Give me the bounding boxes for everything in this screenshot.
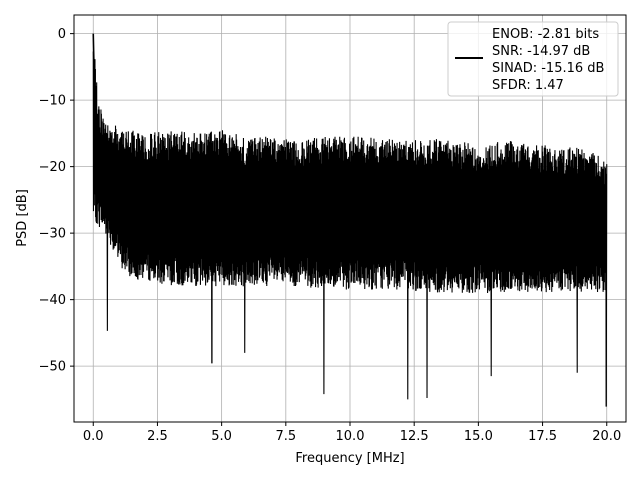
x-tick-label: 7.5 <box>275 429 296 444</box>
y-axis-label: PSD [dB] <box>15 189 30 247</box>
x-tick-label: 20.0 <box>592 429 621 444</box>
x-axis-label: Frequency [MHz] <box>295 451 404 466</box>
legend-box <box>447 21 619 97</box>
legend-sinad: SINAD: -15.16 dB <box>492 61 604 76</box>
legend-enob: ENOB: -2.81 bits <box>492 27 599 42</box>
legend-sfdr: SFDR: 1.47 <box>492 78 564 93</box>
x-tick-label: 2.5 <box>147 429 168 444</box>
y-tick-label: −50 <box>39 360 66 375</box>
psd-noise-line <box>92 51 608 407</box>
x-axis-ticks: 0.0 2.5 5.0 7.5 10.0 12.5 15.0 17.5 20.0 <box>83 422 621 444</box>
x-tick-label: 12.5 <box>400 429 429 444</box>
y-tick-label: 0 <box>58 27 66 42</box>
legend-snr: SNR: -14.97 dB <box>492 44 590 59</box>
y-tick-label: −10 <box>39 94 66 109</box>
legend: ENOB: -2.81 bits SNR: -14.97 dB SINAD: -… <box>447 21 619 97</box>
x-tick-label: 0.0 <box>83 429 104 444</box>
y-tick-label: −20 <box>39 160 66 175</box>
x-tick-label: 5.0 <box>211 429 232 444</box>
psd-trace <box>92 33 607 201</box>
psd-trace-noise <box>92 51 608 407</box>
x-tick-label: 17.5 <box>528 429 557 444</box>
x-tick-label: 15.0 <box>464 429 493 444</box>
x-tick-label: 10.0 <box>336 429 365 444</box>
y-tick-label: −40 <box>39 293 66 308</box>
y-axis-ticks: 0 −10 −20 −30 −40 −50 <box>39 27 74 375</box>
y-tick-label: −30 <box>39 227 66 242</box>
